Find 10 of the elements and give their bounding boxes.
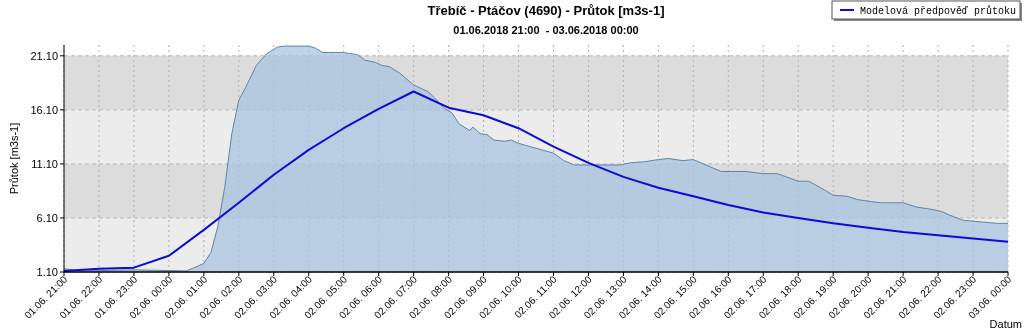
legend-label: Modelová předpověď průtoku: [860, 5, 1017, 17]
y-tick-label: 1.10: [36, 266, 58, 278]
x-axis-title: Datum: [989, 318, 1022, 330]
y-tick-label: 11.10: [31, 157, 58, 170]
y-tick-label: 21.10: [30, 49, 58, 62]
y-axis-title: Průtok [m3s-1]: [8, 122, 20, 195]
y-tick-label: 16.10: [30, 103, 58, 116]
chart-subtitle: 01.06.2018 21:00 - 03.06.2018 00:00: [453, 24, 639, 36]
chart-title: Třebíč - Ptáčov (4690) - Průtok [m3s-1]: [427, 3, 665, 18]
y-tick-label: 6.10: [36, 211, 58, 224]
